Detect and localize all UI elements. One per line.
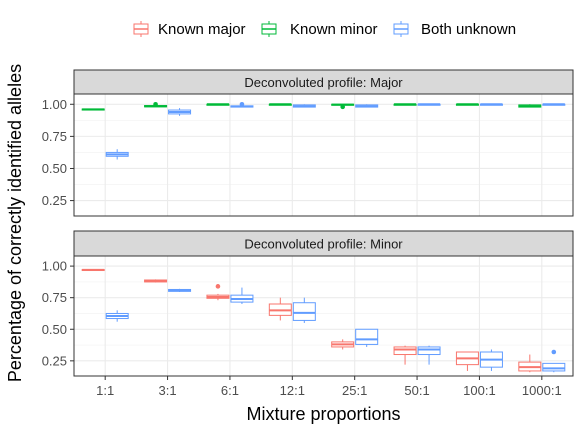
panel-border [73,255,574,377]
x-tick-label: 1000:1 [522,383,562,398]
y-axis-title: Percentage of correctly identified allel… [5,64,25,382]
box-known-minor-12to1 [268,103,292,106]
legend-item-known-minor: Known minor [261,21,378,38]
box-known-minor-100to1 [455,103,479,106]
box-known-minor-25to1 [331,103,355,110]
box-both-unknown-3to1 [168,288,192,292]
y-tick-label: 1.00 [42,97,67,112]
box-outlier [340,104,345,110]
x-tick-label: 12:1 [280,383,305,398]
box-outlier [239,101,245,107]
box-body [393,346,417,356]
panel-1: Deconvoluted profile: Major 0.25 0.50 0.75 1… [42,69,574,217]
legend-item-known-major: Known major [133,21,246,38]
box-known-minor-3to1 [144,101,168,108]
x-tick-label: 25:1 [342,383,367,398]
box-outlier [551,349,557,355]
box-body [292,302,316,321]
box-known-major-6to1 [206,284,230,301]
legend: Known major Known minor Both unknown [133,21,516,38]
box-both-unknown-12to1 [292,297,316,323]
panel-strip-title: Deconvoluted profile: Major [244,75,403,90]
box-known-major-3to1 [144,279,168,283]
box-both-unknown-6to1 [230,287,254,304]
y-tick-label: 0.25 [42,193,67,208]
panel-2: Deconvoluted profile: Minor 0.25 0.50 0.75 1… [42,230,574,377]
box-both-unknown-12to1 [292,104,316,108]
x-tick-label: 50:1 [404,383,429,398]
box-body [355,328,379,345]
panel-strip-title: Deconvoluted profile: Minor [244,237,403,252]
box-both-unknown-1000to1 [542,349,566,373]
box-known-minor-50to1 [393,103,417,106]
y-tick-label: 0.75 [42,129,67,144]
box-both-unknown-1to1 [105,310,129,322]
panel-strip [73,69,574,95]
box-outlier [215,284,221,289]
box-body [417,346,441,356]
box-both-unknown-3to1 [168,108,192,116]
box-known-major-100to1 [455,351,479,371]
y-tick-label: 1.00 [42,259,67,274]
x-tick-label: 3:1 [159,383,177,398]
box-known-major-12to1 [268,297,292,321]
box-known-major-1to1 [81,268,105,272]
box-both-unknown-1000to1 [542,103,566,106]
x-tick-label: 1:1 [96,383,114,398]
box-both-unknown-50to1 [417,345,441,365]
legend-label: Known major [158,21,246,38]
box-known-minor-1to1 [81,108,105,111]
box-known-major-25to1 [331,339,355,350]
box-both-unknown-25to1 [355,328,379,347]
box-known-major-50to1 [393,345,417,365]
box-known-major-1000to1 [518,354,542,373]
box-known-minor-1000to1 [518,104,542,108]
panels: Deconvoluted profile: Major 0.25 0.50 0.75 1… [42,69,574,398]
legend-label: Known minor [290,21,378,38]
legend-item-both-unknown: Both unknown [393,21,516,38]
panel-background [74,94,573,216]
box-outlier [153,101,158,107]
panel-strip [73,230,574,257]
box-both-unknown-50to1 [417,103,441,106]
box-both-unknown-6to1 [230,101,254,108]
box-both-unknown-100to1 [479,349,503,371]
x-tick-label: 100:1 [463,383,496,398]
x-tick-label: 6:1 [221,383,239,398]
y-tick-label: 0.75 [42,290,67,305]
box-both-unknown-1to1 [105,149,129,160]
x-axis-title: Mixture proportions [246,404,400,424]
box-both-unknown-100to1 [479,103,503,106]
box-both-unknown-25to1 [355,104,379,108]
box-body [542,362,566,372]
panel-border [73,93,574,217]
legend-label: Both unknown [421,21,516,38]
y-tick-label: 0.50 [42,322,67,337]
y-tick-label: 0.50 [42,161,67,176]
y-tick-label: 0.25 [42,353,67,368]
box-known-minor-6to1 [206,103,230,106]
